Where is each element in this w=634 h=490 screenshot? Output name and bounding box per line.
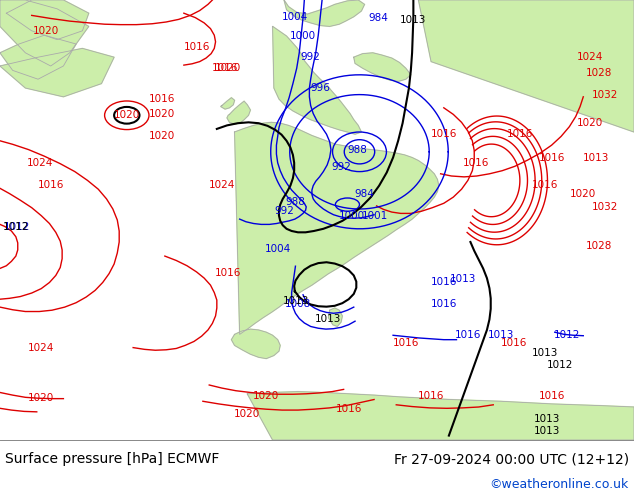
Text: 1016: 1016 — [215, 268, 242, 278]
Text: 1020: 1020 — [28, 393, 55, 403]
Text: 1016: 1016 — [462, 158, 489, 168]
Polygon shape — [354, 53, 411, 81]
Text: 1013: 1013 — [283, 296, 309, 306]
Text: 1016: 1016 — [37, 180, 64, 190]
Polygon shape — [235, 122, 439, 334]
Text: 1016: 1016 — [507, 129, 533, 139]
Text: 1004: 1004 — [264, 244, 291, 254]
Text: Surface pressure [hPa] ECMWF: Surface pressure [hPa] ECMWF — [5, 452, 219, 466]
Text: 1020: 1020 — [253, 391, 280, 401]
Text: 1024: 1024 — [576, 52, 603, 62]
Text: 1016: 1016 — [148, 94, 175, 104]
Text: 1008: 1008 — [285, 298, 311, 309]
Text: 1024: 1024 — [27, 158, 53, 168]
Text: 1013: 1013 — [533, 414, 560, 424]
Text: 1016: 1016 — [538, 153, 565, 163]
Text: 992: 992 — [274, 206, 294, 216]
Text: 992: 992 — [331, 162, 351, 172]
Text: 1013: 1013 — [488, 330, 514, 340]
Polygon shape — [0, 49, 114, 97]
Text: 1024: 1024 — [209, 180, 235, 190]
Text: 1020: 1020 — [113, 110, 140, 120]
Text: 992: 992 — [301, 52, 321, 62]
Polygon shape — [328, 308, 342, 326]
Text: 1016: 1016 — [183, 42, 210, 52]
Text: 1016: 1016 — [538, 391, 565, 401]
Text: 1020: 1020 — [148, 109, 175, 120]
Text: 1016: 1016 — [418, 391, 444, 401]
Text: 1024: 1024 — [28, 343, 55, 353]
Text: 1016: 1016 — [335, 404, 362, 414]
Polygon shape — [6, 0, 89, 40]
Text: 1020: 1020 — [576, 118, 603, 128]
Text: 1020: 1020 — [33, 26, 60, 36]
Text: 988: 988 — [347, 145, 367, 155]
Polygon shape — [418, 0, 634, 132]
Text: 1000: 1000 — [339, 212, 365, 221]
Text: 1013: 1013 — [450, 274, 476, 284]
Polygon shape — [0, 35, 76, 79]
Text: 1012: 1012 — [3, 221, 29, 232]
Text: 1016: 1016 — [500, 338, 527, 348]
Text: 1028: 1028 — [586, 68, 612, 77]
Text: 984: 984 — [354, 189, 374, 198]
Text: 1020: 1020 — [215, 63, 242, 73]
Polygon shape — [231, 329, 280, 359]
Text: 1016: 1016 — [430, 129, 457, 139]
Text: 1000: 1000 — [290, 31, 316, 41]
Text: 988: 988 — [285, 197, 306, 207]
Polygon shape — [227, 101, 250, 124]
Polygon shape — [221, 98, 235, 109]
Text: 1012: 1012 — [4, 221, 30, 232]
Text: 1013: 1013 — [400, 15, 427, 25]
Text: 1012: 1012 — [553, 330, 580, 340]
Text: Fr 27-09-2024 00:00 UTC (12+12): Fr 27-09-2024 00:00 UTC (12+12) — [394, 452, 629, 466]
Text: 1032: 1032 — [592, 202, 619, 212]
Text: 1016: 1016 — [430, 298, 457, 309]
Text: 1016: 1016 — [532, 180, 559, 190]
Text: 1016: 1016 — [392, 338, 419, 348]
Text: 1004: 1004 — [281, 12, 308, 22]
Text: 1028: 1028 — [586, 242, 612, 251]
Text: 984: 984 — [368, 13, 389, 23]
Text: 1016: 1016 — [455, 330, 481, 340]
Text: 996: 996 — [310, 83, 330, 93]
Text: 1020: 1020 — [234, 409, 261, 418]
Polygon shape — [247, 392, 634, 440]
Text: 1013: 1013 — [533, 426, 560, 436]
Text: 1032: 1032 — [592, 90, 619, 99]
Text: 1016: 1016 — [212, 63, 238, 73]
Text: ©weatheronline.co.uk: ©weatheronline.co.uk — [489, 477, 629, 490]
Text: 1013: 1013 — [532, 348, 559, 358]
Polygon shape — [284, 0, 365, 26]
Text: 1020: 1020 — [570, 189, 597, 198]
Polygon shape — [273, 26, 361, 134]
Text: 1016: 1016 — [430, 276, 457, 287]
Text: 1013: 1013 — [315, 314, 342, 324]
Text: 1020: 1020 — [148, 131, 175, 142]
Text: 1012: 1012 — [547, 360, 574, 370]
Text: 1013: 1013 — [583, 153, 609, 163]
Text: 1001: 1001 — [362, 212, 389, 221]
Polygon shape — [0, 0, 89, 66]
